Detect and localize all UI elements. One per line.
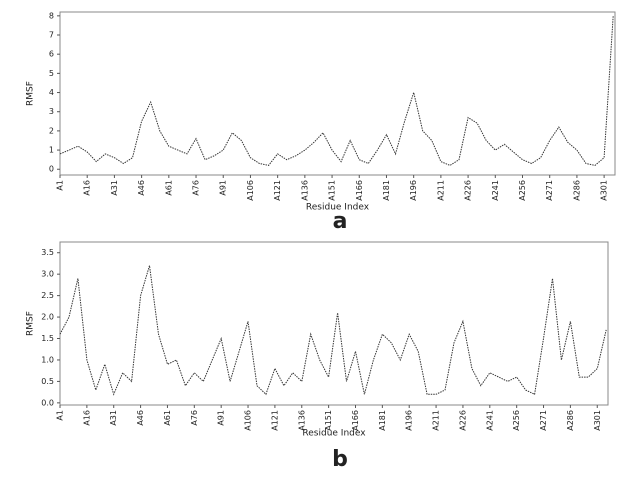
x-tick-label: A226	[464, 180, 473, 201]
x-tick-label: A106	[244, 410, 253, 431]
panel-label: a	[333, 209, 348, 234]
y-tick-label: 2	[49, 126, 54, 135]
x-tick-label: A136	[300, 180, 309, 201]
y-tick-label: 8	[49, 11, 54, 20]
y-tick-label: 2.0	[41, 313, 54, 322]
x-tick-label: A181	[382, 180, 391, 201]
y-tick-label: 0	[49, 165, 54, 174]
x-tick-label: A196	[405, 410, 414, 431]
y-tick-label: 0.0	[41, 398, 54, 407]
x-tick-label: A31	[110, 180, 119, 196]
plot-frame	[59, 11, 616, 176]
y-tick-label: 0.5	[41, 377, 54, 386]
x-tick-label: A151	[328, 180, 337, 201]
x-axis-label: Residue Index	[302, 429, 366, 439]
x-tick-label: A166	[355, 180, 364, 201]
y-tick-label: 6	[49, 50, 54, 59]
y-tick-label: 5	[49, 69, 54, 78]
y-axis-label: RMSF	[26, 81, 36, 106]
x-tick-label: A121	[273, 180, 282, 201]
rmsf-line	[59, 265, 607, 396]
x-tick-label: A151	[324, 410, 333, 431]
y-tick-label: 3	[49, 107, 54, 116]
y-tick-label: 1.0	[41, 355, 54, 364]
x-tick-label: A91	[219, 180, 228, 196]
x-tick-label: A16	[83, 180, 92, 196]
x-tick-label: A256	[512, 410, 521, 431]
x-tick-label: A271	[539, 410, 548, 431]
x-tick-label: A241	[491, 180, 500, 201]
x-tick-label: A226	[458, 410, 467, 431]
x-tick-label: A106	[246, 180, 255, 201]
x-tick-label: A241	[485, 410, 494, 431]
y-tick-label: 2.5	[41, 291, 54, 300]
x-tick-label: A271	[545, 180, 554, 201]
y-tick-label: 4	[49, 88, 54, 97]
x-tick-label: A181	[378, 410, 387, 431]
x-tick-label: A91	[217, 410, 226, 426]
x-tick-label: A301	[600, 180, 609, 201]
x-tick-label: A211	[436, 180, 445, 201]
x-tick-label: A166	[351, 410, 360, 431]
x-tick-label: A46	[136, 410, 145, 426]
x-tick-label: A286	[572, 180, 581, 201]
x-tick-label: A46	[137, 180, 146, 196]
x-tick-label: A76	[192, 180, 201, 196]
x-tick-label: A121	[270, 410, 279, 431]
x-tick-label: A256	[518, 180, 527, 201]
plot-frame	[59, 241, 609, 406]
panel-label: b	[332, 447, 348, 472]
x-tick-label: A136	[297, 410, 306, 431]
x-tick-label: A16	[82, 410, 91, 426]
y-axis-label: RMSF	[26, 311, 36, 336]
x-tick-label: A61	[164, 180, 173, 196]
y-tick-label: 1	[49, 146, 54, 155]
rmsf-line	[59, 15, 614, 166]
x-axis-label: Residue Index	[306, 203, 370, 213]
x-tick-label: A1	[56, 180, 65, 191]
x-tick-label: A31	[109, 410, 118, 426]
y-tick-label: 1.5	[41, 334, 54, 343]
x-tick-label: A1	[56, 410, 65, 421]
x-tick-label: A76	[190, 410, 199, 426]
x-tick-label: A301	[593, 410, 602, 431]
y-tick-label: 3.0	[41, 270, 54, 279]
y-tick-label: 7	[49, 31, 54, 40]
x-tick-label: A196	[409, 180, 418, 201]
y-tick-label: 3.5	[41, 248, 54, 257]
x-tick-label: A286	[566, 410, 575, 431]
x-tick-label: A61	[163, 410, 172, 426]
x-tick-label: A211	[432, 410, 441, 431]
